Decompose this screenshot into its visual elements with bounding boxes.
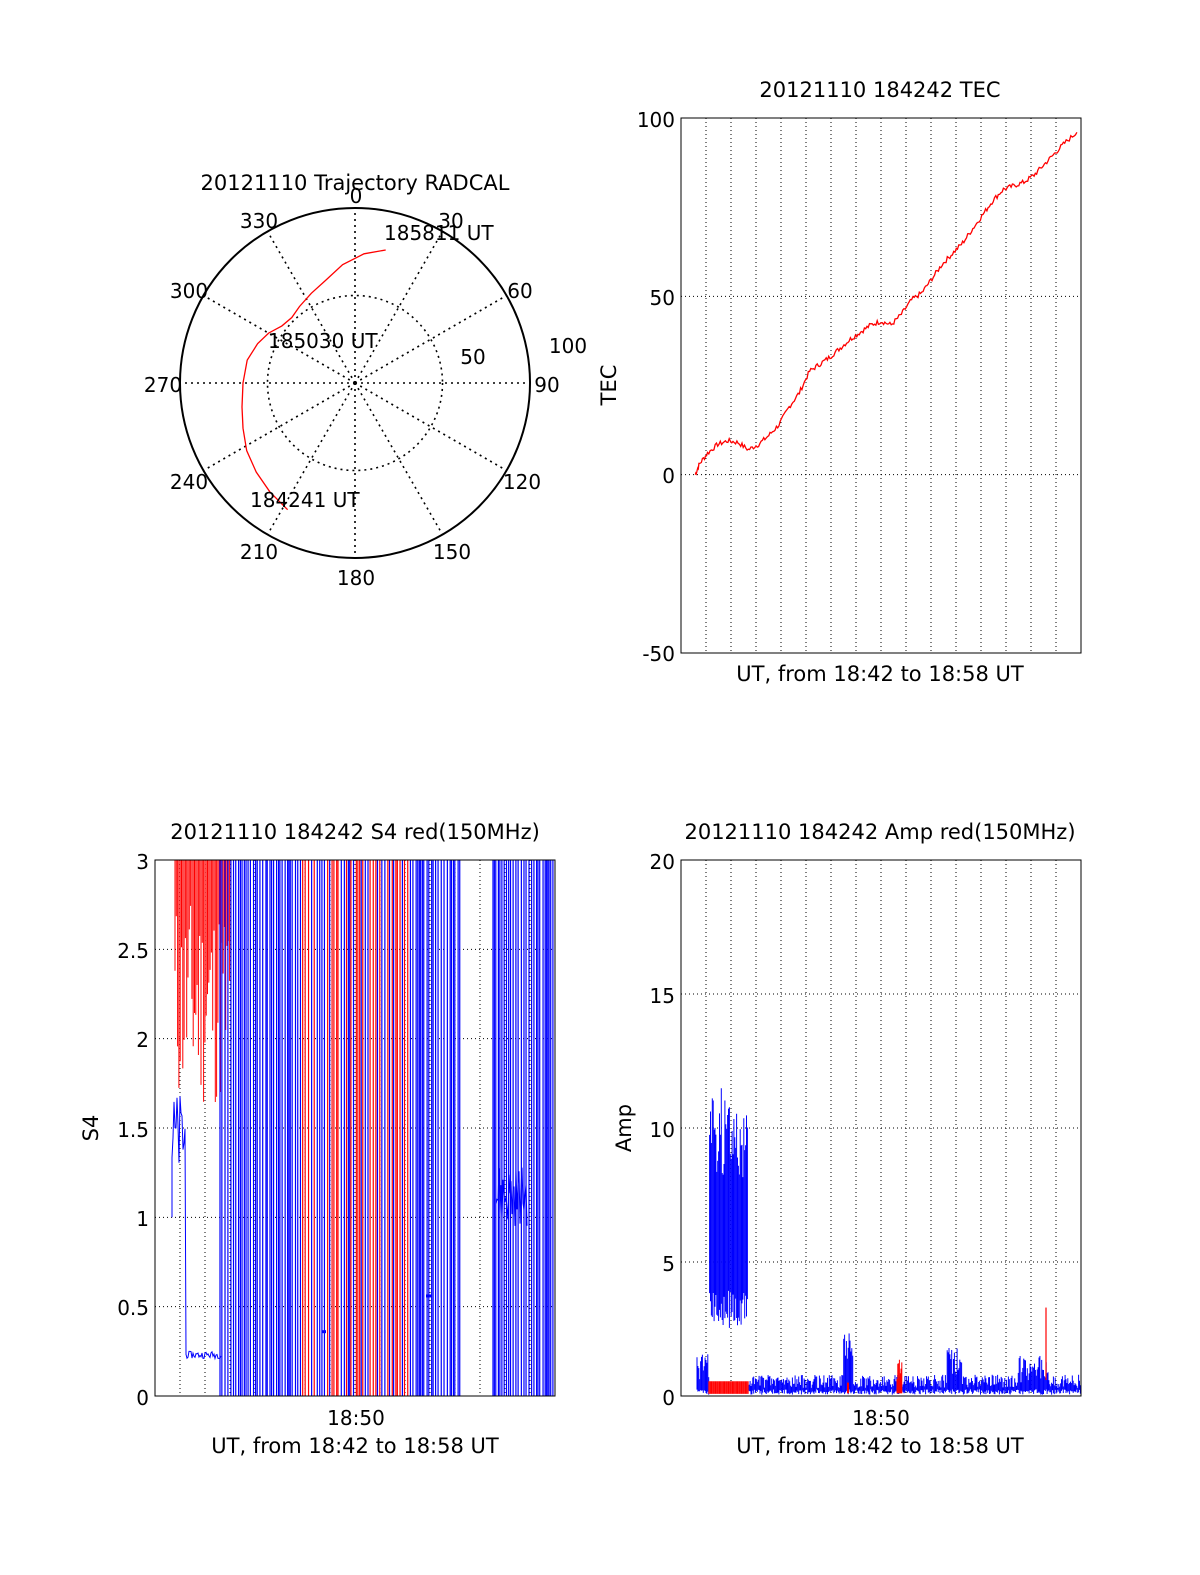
polar-ring-50 — [266, 294, 444, 472]
amp-ytick-5: 5 — [662, 1252, 675, 1276]
tec-series-line — [694, 131, 1078, 476]
annotation-start-time: 184241 UT — [250, 488, 360, 512]
s4-ytick-2: 2 — [136, 1028, 149, 1052]
polar-spoke-60 — [354, 294, 507, 384]
amp-ylabel: Amp — [612, 1104, 636, 1152]
polar-outer-ring — [179, 207, 531, 559]
az-label-210: 210 — [240, 540, 278, 564]
trajectory-chart: 20121110 Trajectory RADCAL 0 30 60 90 12… — [144, 171, 587, 590]
s4-blue-trace-start — [171, 1096, 222, 1361]
az-label-180: 180 — [337, 566, 375, 590]
trajectory-title: 20121110 Trajectory RADCAL — [201, 171, 510, 195]
s4-xlabel: UT, from 18:42 to 18:58 UT — [211, 1434, 499, 1458]
polar-spoke-150 — [354, 382, 444, 535]
tec-plot-frame — [680, 117, 1082, 654]
tec-grid — [681, 118, 1081, 653]
tec-xlabel: UT, from 18:42 to 18:58 UT — [736, 662, 1024, 686]
polar-spoke-300 — [203, 294, 356, 384]
polar-spoke-240 — [203, 382, 356, 472]
annotation-mid-time: 185030 UT — [268, 329, 378, 353]
az-label-330: 330 — [240, 209, 278, 233]
radial-label-100: 100 — [549, 334, 587, 358]
s4-ytick-0: 0 — [136, 1386, 149, 1410]
az-label-30: 30 — [438, 209, 463, 233]
az-label-150: 150 — [433, 540, 471, 564]
tec-ylabel: TEC — [597, 365, 621, 407]
az-label-90: 90 — [534, 373, 559, 397]
tec-ytick-minus50: -50 — [642, 642, 675, 666]
s4-ytick-2.5: 2.5 — [117, 939, 149, 963]
amp-ytick-0: 0 — [662, 1386, 675, 1410]
amp-data — [696, 1088, 1081, 1395]
radial-label-50: 50 — [460, 345, 485, 369]
s4-xtick-1850: 18:50 — [327, 1406, 385, 1430]
amp-grid — [681, 860, 1081, 1396]
amp-plot-frame — [680, 859, 1082, 1397]
azimuth-labels: 0 30 60 90 120 150 180 210 240 270 300 3… — [144, 184, 560, 590]
az-label-240: 240 — [170, 470, 208, 494]
az-label-120: 120 — [503, 470, 541, 494]
s4-ytick-1: 1 — [136, 1207, 149, 1231]
s4-ytick-0.5: 0.5 — [117, 1296, 149, 1320]
tec-ytick-100: 100 — [637, 108, 675, 132]
az-label-300: 300 — [170, 279, 208, 303]
tec-title: 20121110 184242 TEC — [759, 78, 1000, 102]
s4-plot-frame — [154, 859, 556, 1397]
polar-spoke-120 — [354, 382, 507, 472]
polar-grid — [180, 208, 530, 558]
s4-chart: 20121110 184242 S4 red(150MHz) 3 2.5 2 1… — [79, 820, 556, 1458]
polar-spoke-210 — [266, 382, 356, 535]
s4-title: 20121110 184242 S4 red(150MHz) — [170, 820, 540, 844]
polar-spoke-330 — [266, 231, 356, 384]
az-label-270: 270 — [144, 373, 182, 397]
annotation-end-time: 185811 UT — [384, 221, 494, 245]
s4-blue-trace-end — [495, 1167, 528, 1226]
tec-ytick-0: 0 — [662, 464, 675, 488]
amp-chart: 20121110 184242 Amp red(150MHz) 20 15 10… — [612, 820, 1082, 1458]
amp-xlabel: UT, from 18:42 to 18:58 UT — [736, 1434, 1024, 1458]
amp-title: 20121110 184242 Amp red(150MHz) — [684, 820, 1075, 844]
s4-ylabel: S4 — [79, 1115, 103, 1142]
amp-ytick-10: 10 — [650, 1118, 675, 1142]
az-label-60: 60 — [507, 279, 532, 303]
amp-ytick-20: 20 — [650, 850, 675, 874]
s4-ytick-1.5: 1.5 — [117, 1118, 149, 1142]
polar-spoke-30 — [354, 231, 444, 384]
trajectory-line — [241, 249, 386, 511]
tec-chart: 20121110 184242 TEC 100 50 0 -50 TEC UT,… — [597, 78, 1082, 686]
s4-ytick-3: 3 — [136, 850, 149, 874]
amp-ytick-15: 15 — [650, 984, 675, 1008]
s4-data — [171, 860, 554, 1396]
tec-ytick-50: 50 — [650, 286, 675, 310]
amp-xtick-1850: 18:50 — [852, 1406, 910, 1430]
az-label-0: 0 — [350, 184, 363, 208]
